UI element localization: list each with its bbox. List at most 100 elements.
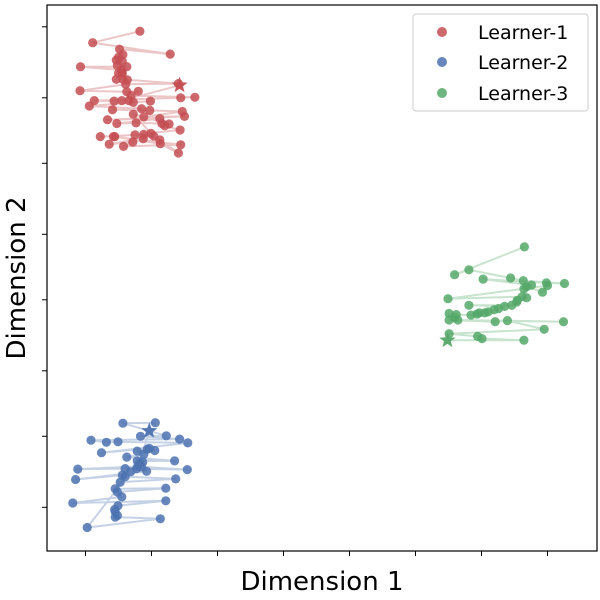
- legend-box: [412, 13, 589, 112]
- data-point: [126, 467, 136, 477]
- data-point: [502, 316, 512, 326]
- legend: Learner-1 Learner-2 Learner-3: [412, 13, 589, 112]
- legend-label-learner-2: Learner-2: [478, 52, 568, 74]
- data-point: [477, 334, 487, 344]
- data-point: [118, 418, 128, 428]
- data-point: [128, 97, 138, 107]
- legend-marker-learner-1: [437, 27, 447, 37]
- data-point: [161, 483, 171, 493]
- data-point: [175, 434, 185, 444]
- data-point: [111, 74, 121, 84]
- data-point: [522, 282, 532, 292]
- data-point: [466, 310, 476, 320]
- data-point: [75, 86, 85, 96]
- data-point: [68, 498, 78, 508]
- data-point: [109, 96, 119, 106]
- data-point: [145, 96, 155, 106]
- data-point: [453, 315, 463, 325]
- data-point: [539, 324, 549, 334]
- data-point: [175, 125, 185, 135]
- points-learner-1: [75, 26, 200, 158]
- data-point: [150, 418, 160, 428]
- points-learner-3: [439, 242, 570, 348]
- data-point: [139, 112, 149, 122]
- legend-label-learner-1: Learner-1: [478, 22, 568, 44]
- data-point: [183, 438, 193, 448]
- data-points: [68, 26, 570, 533]
- data-point: [88, 38, 98, 48]
- data-point: [190, 92, 200, 102]
- data-point: [107, 105, 118, 115]
- x-axis-label: Dimension 1: [240, 567, 403, 597]
- final-point-star-learner-1: [171, 76, 188, 93]
- data-point: [478, 274, 488, 284]
- data-point: [537, 287, 548, 297]
- data-point: [130, 130, 140, 140]
- data-point: [176, 93, 186, 103]
- data-point: [82, 522, 92, 533]
- data-point: [113, 437, 123, 447]
- data-point: [117, 96, 127, 106]
- data-point: [173, 148, 183, 158]
- data-point: [522, 293, 532, 303]
- y-axis-label: Dimension 2: [2, 196, 32, 359]
- data-point: [71, 474, 81, 485]
- data-point: [507, 300, 517, 310]
- data-point: [101, 437, 111, 447]
- data-point: [149, 131, 159, 141]
- data-point: [182, 465, 192, 475]
- data-point: [122, 452, 132, 462]
- data-point: [133, 86, 143, 96]
- data-point: [135, 431, 146, 441]
- final-point-star-learner-3: [439, 331, 456, 348]
- data-point: [464, 265, 474, 275]
- data-point: [161, 431, 171, 441]
- data-point: [179, 111, 190, 121]
- data-point: [490, 317, 500, 327]
- data-point: [96, 448, 107, 458]
- axis-ticks: [42, 26, 548, 556]
- data-point: [558, 317, 569, 327]
- data-point: [84, 101, 94, 111]
- data-point: [559, 278, 570, 289]
- data-point: [86, 435, 96, 445]
- data-point: [135, 26, 145, 36]
- data-point: [75, 62, 86, 72]
- data-point: [444, 308, 454, 319]
- data-point: [110, 512, 120, 522]
- plot-frame: [46, 4, 598, 552]
- data-point: [128, 137, 138, 147]
- data-point: [139, 449, 149, 459]
- legend-label-learner-3: Learner-3: [478, 83, 568, 105]
- data-point: [104, 139, 114, 149]
- data-point: [145, 105, 155, 115]
- data-point: [128, 109, 138, 119]
- data-point: [450, 270, 460, 280]
- data-point: [115, 477, 125, 487]
- data-point: [176, 140, 186, 150]
- data-point: [444, 315, 454, 325]
- data-point: [112, 118, 122, 129]
- data-point: [164, 119, 174, 129]
- data-point: [135, 458, 145, 468]
- points-learner-2: [68, 418, 193, 533]
- data-point: [519, 242, 530, 252]
- data-point: [73, 464, 83, 474]
- data-point: [108, 132, 119, 142]
- data-point: [137, 104, 147, 114]
- data-point: [118, 141, 129, 151]
- data-point: [150, 445, 160, 456]
- data-point: [542, 281, 553, 291]
- data-point: [170, 456, 180, 466]
- data-point: [165, 49, 175, 59]
- final-point-star-learner-2: [141, 422, 158, 438]
- data-point: [131, 118, 141, 128]
- data-point: [121, 79, 131, 89]
- data-point: [443, 294, 453, 304]
- legend-marker-learner-3: [437, 88, 447, 98]
- data-point: [117, 492, 127, 502]
- data-point: [171, 474, 181, 484]
- data-point: [161, 496, 171, 506]
- data-point: [155, 514, 165, 524]
